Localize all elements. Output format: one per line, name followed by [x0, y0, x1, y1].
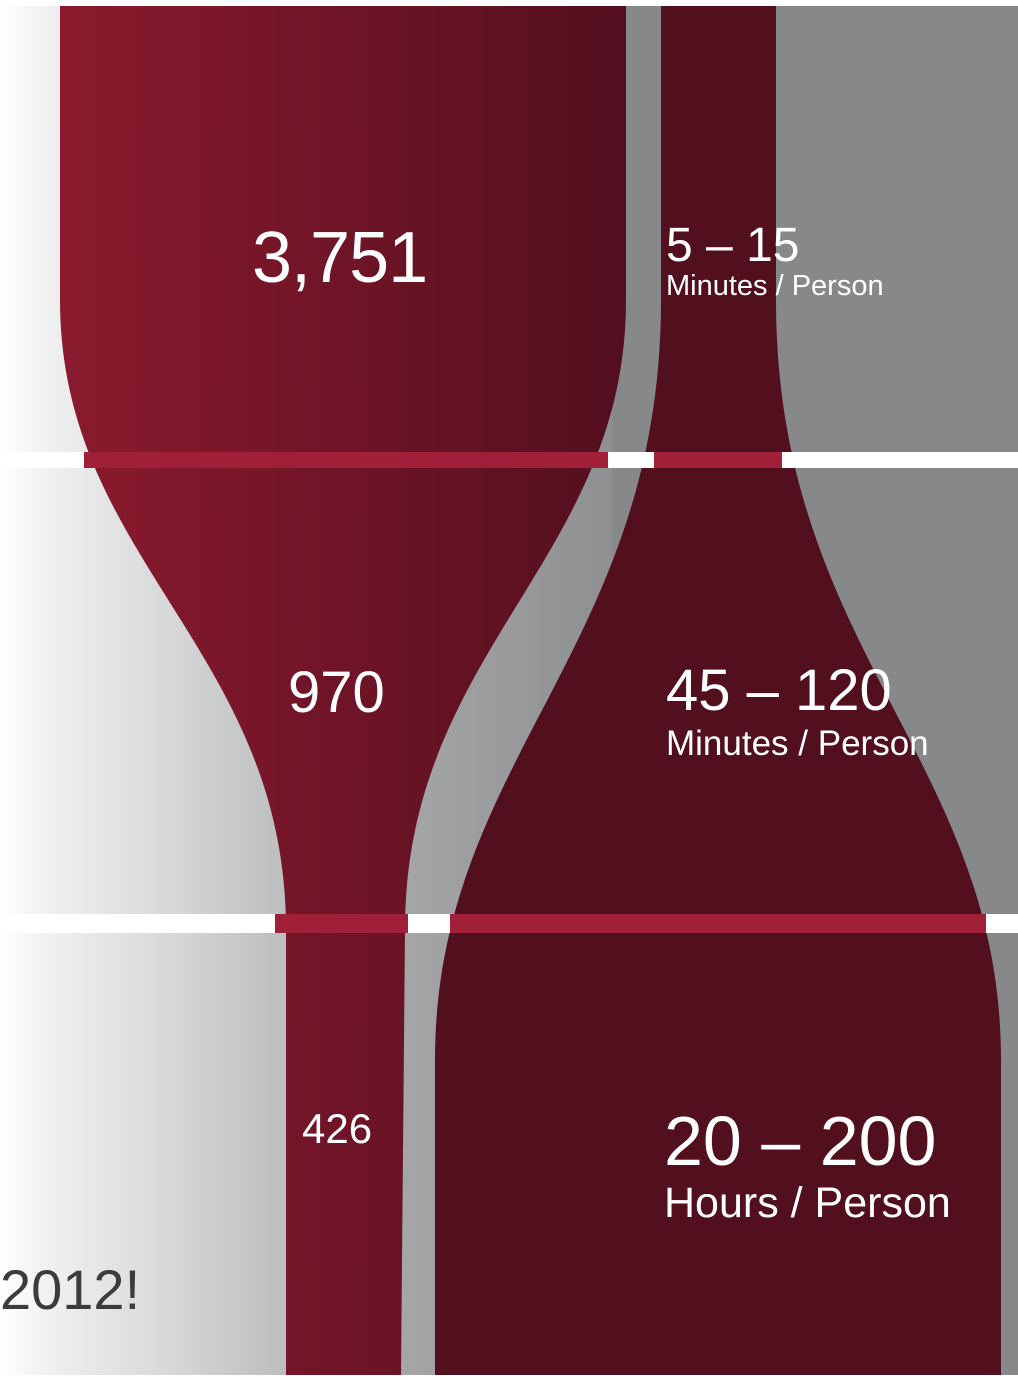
tier-1-time-range: 5 – 15: [666, 219, 800, 272]
tier-3-time-unit: Hours / Person: [664, 1179, 951, 1227]
tier-1-time-unit: Minutes / Person: [666, 270, 884, 302]
tier-3-time-range: 20 – 200: [664, 1102, 937, 1180]
tier-2-time-unit: Minutes / Person: [666, 724, 929, 763]
footer-year-text: 2012!: [0, 1258, 141, 1321]
participant-funnel-shape: [60, 6, 626, 1375]
tier-2-participant-count: 970: [288, 660, 385, 725]
tier-3-participant-count: 426: [302, 1105, 373, 1152]
tier-separator-1-band-segment-1: [84, 452, 608, 468]
tier-separator-2-band-segment-2: [450, 914, 986, 933]
tier-separator-1-band-segment-2: [654, 452, 782, 468]
time-funnel-shape: [435, 6, 1001, 1375]
tier-separator-2-band-segment-1: [275, 914, 408, 933]
tier-1-participant-count: 3,751: [252, 218, 428, 298]
tier-2-time-range: 45 – 120: [666, 658, 892, 723]
